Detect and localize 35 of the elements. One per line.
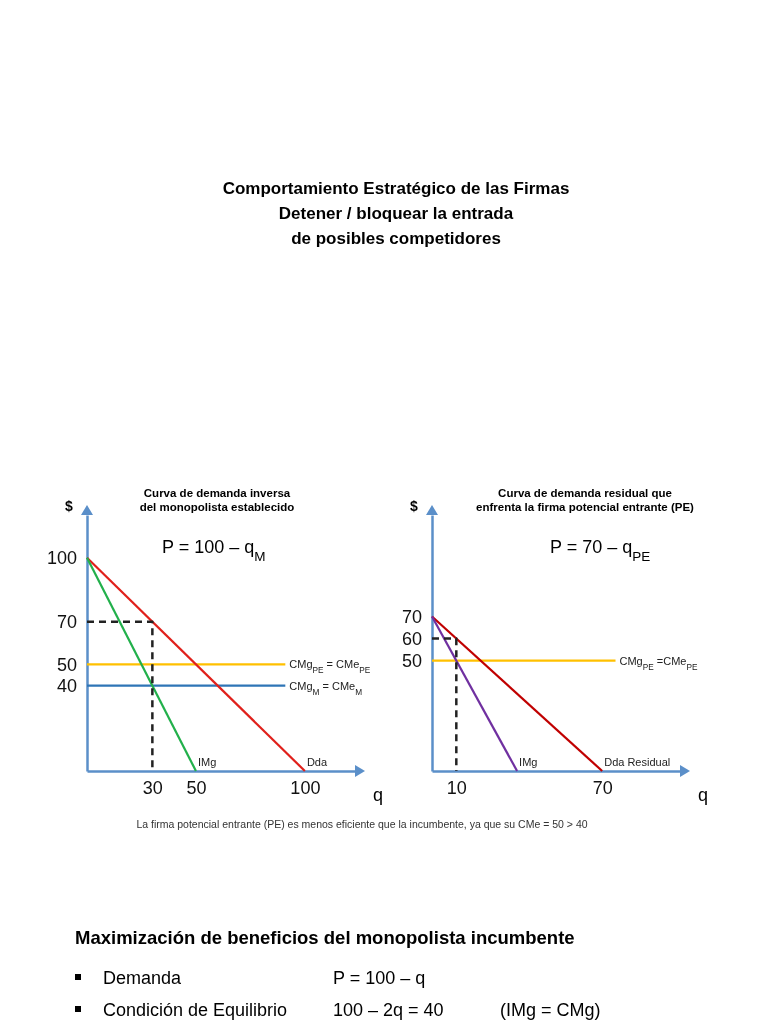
series-label: IMg xyxy=(197,756,217,768)
text: P = 70 – q$_{PE}$ xyxy=(550,537,651,564)
text: P = 100 – q xyxy=(333,968,426,988)
y-tick-label: 100 xyxy=(46,547,77,568)
x-tick-label: 30 xyxy=(142,777,163,798)
x-tick-label: 70 xyxy=(592,777,613,798)
ref-line-label: CMg$_{PE}$ = CMe$_{PE}$ xyxy=(289,658,371,675)
text: Comportamiento Estratégico de las Firmas Detener / bloquear la entrada de posibles competidores xyxy=(222,179,570,248)
text: Demanda xyxy=(103,968,183,988)
x-axis-title: q xyxy=(698,785,709,805)
series-label: Dda xyxy=(306,756,328,768)
y-tick-label: 50 xyxy=(401,650,422,671)
y-tick-label: 50 xyxy=(56,654,77,675)
text: La firma potencial entrante (PE) es menos eficiente que la incumbente, ya que su CMe = 50 > 40 xyxy=(136,818,588,830)
x-tick-label: 10 xyxy=(446,777,467,798)
x-tick-label: 50 xyxy=(186,777,207,798)
y-tick-label: 40 xyxy=(56,675,77,696)
text: P = 100 – q$_{M}$ xyxy=(162,537,266,564)
y-tick-label: 60 xyxy=(401,628,422,649)
ref-line-label: CMg$_{M}$ = CMe$_{M}$ xyxy=(289,679,363,697)
chart-title: Curva de demanda residual que enfrenta la firma potencial entrante (PE) xyxy=(476,487,695,513)
series-label: Dda Residual xyxy=(604,756,671,768)
text: 100 – 2q = 40 xyxy=(333,1000,444,1020)
y-axis-title: $ xyxy=(410,498,419,514)
x-axis-title: q xyxy=(373,785,384,805)
text: Maximización de beneficios del monopolista incumbente xyxy=(75,927,575,948)
y-tick-label: 70 xyxy=(401,606,422,627)
y-axis-title: $ xyxy=(65,498,74,514)
x-tick-label: 100 xyxy=(290,777,321,798)
series-label: IMg xyxy=(519,756,538,768)
text: Condición de Equilibrio xyxy=(103,1000,288,1020)
chart-title: Curva de demanda inversa del monopolista establecido xyxy=(139,487,295,513)
ref-line-label: CMg$_{PE}$ =CMe$_{PE}$ xyxy=(619,654,698,672)
y-tick-label: 70 xyxy=(56,611,77,632)
text: (IMg = CMg) xyxy=(500,1000,601,1020)
